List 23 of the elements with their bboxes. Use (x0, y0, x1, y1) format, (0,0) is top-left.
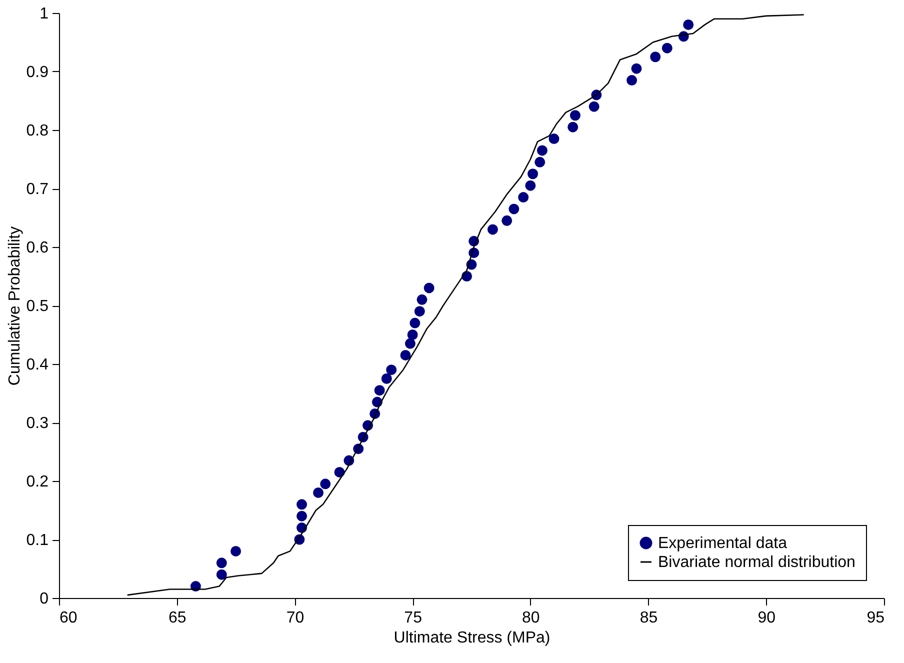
y-tick-label: 0.4 (26, 356, 49, 374)
y-tick-label: 0.2 (26, 474, 49, 490)
y-tick-label: 0.8 (26, 122, 49, 140)
y-tick-label: 0.5 (26, 298, 49, 315)
x-tick-label: 65 (168, 610, 186, 626)
y-tick-label: 0 (40, 590, 49, 608)
y-tick-label: 0.3 (26, 415, 49, 432)
y-tick-label: 1 (40, 6, 49, 22)
legend-label: Experimental data (658, 535, 788, 552)
x-tick-label: 75 (404, 610, 422, 626)
y-tick-label: 0.7 (26, 181, 49, 198)
y-tick-label: 0.9 (26, 64, 49, 81)
x-tick-label: 90 (758, 610, 776, 626)
y-tick-label: 0.1 (26, 532, 49, 549)
x-tick-label: 70 (286, 610, 304, 626)
x-tick-label: 95 (866, 610, 885, 626)
legend-label: Bivariate normal distribution (658, 554, 856, 571)
x-axis-title: Ultimate Stress (MPa) (394, 630, 550, 646)
y-axis-title: Cumulative Probability (6, 226, 24, 386)
x-tick-label: 85 (640, 610, 658, 626)
x-tick-label: 60 (60, 610, 78, 626)
y-tick-label: 0.6 (26, 240, 49, 256)
x-tick-label: 80 (522, 610, 540, 626)
